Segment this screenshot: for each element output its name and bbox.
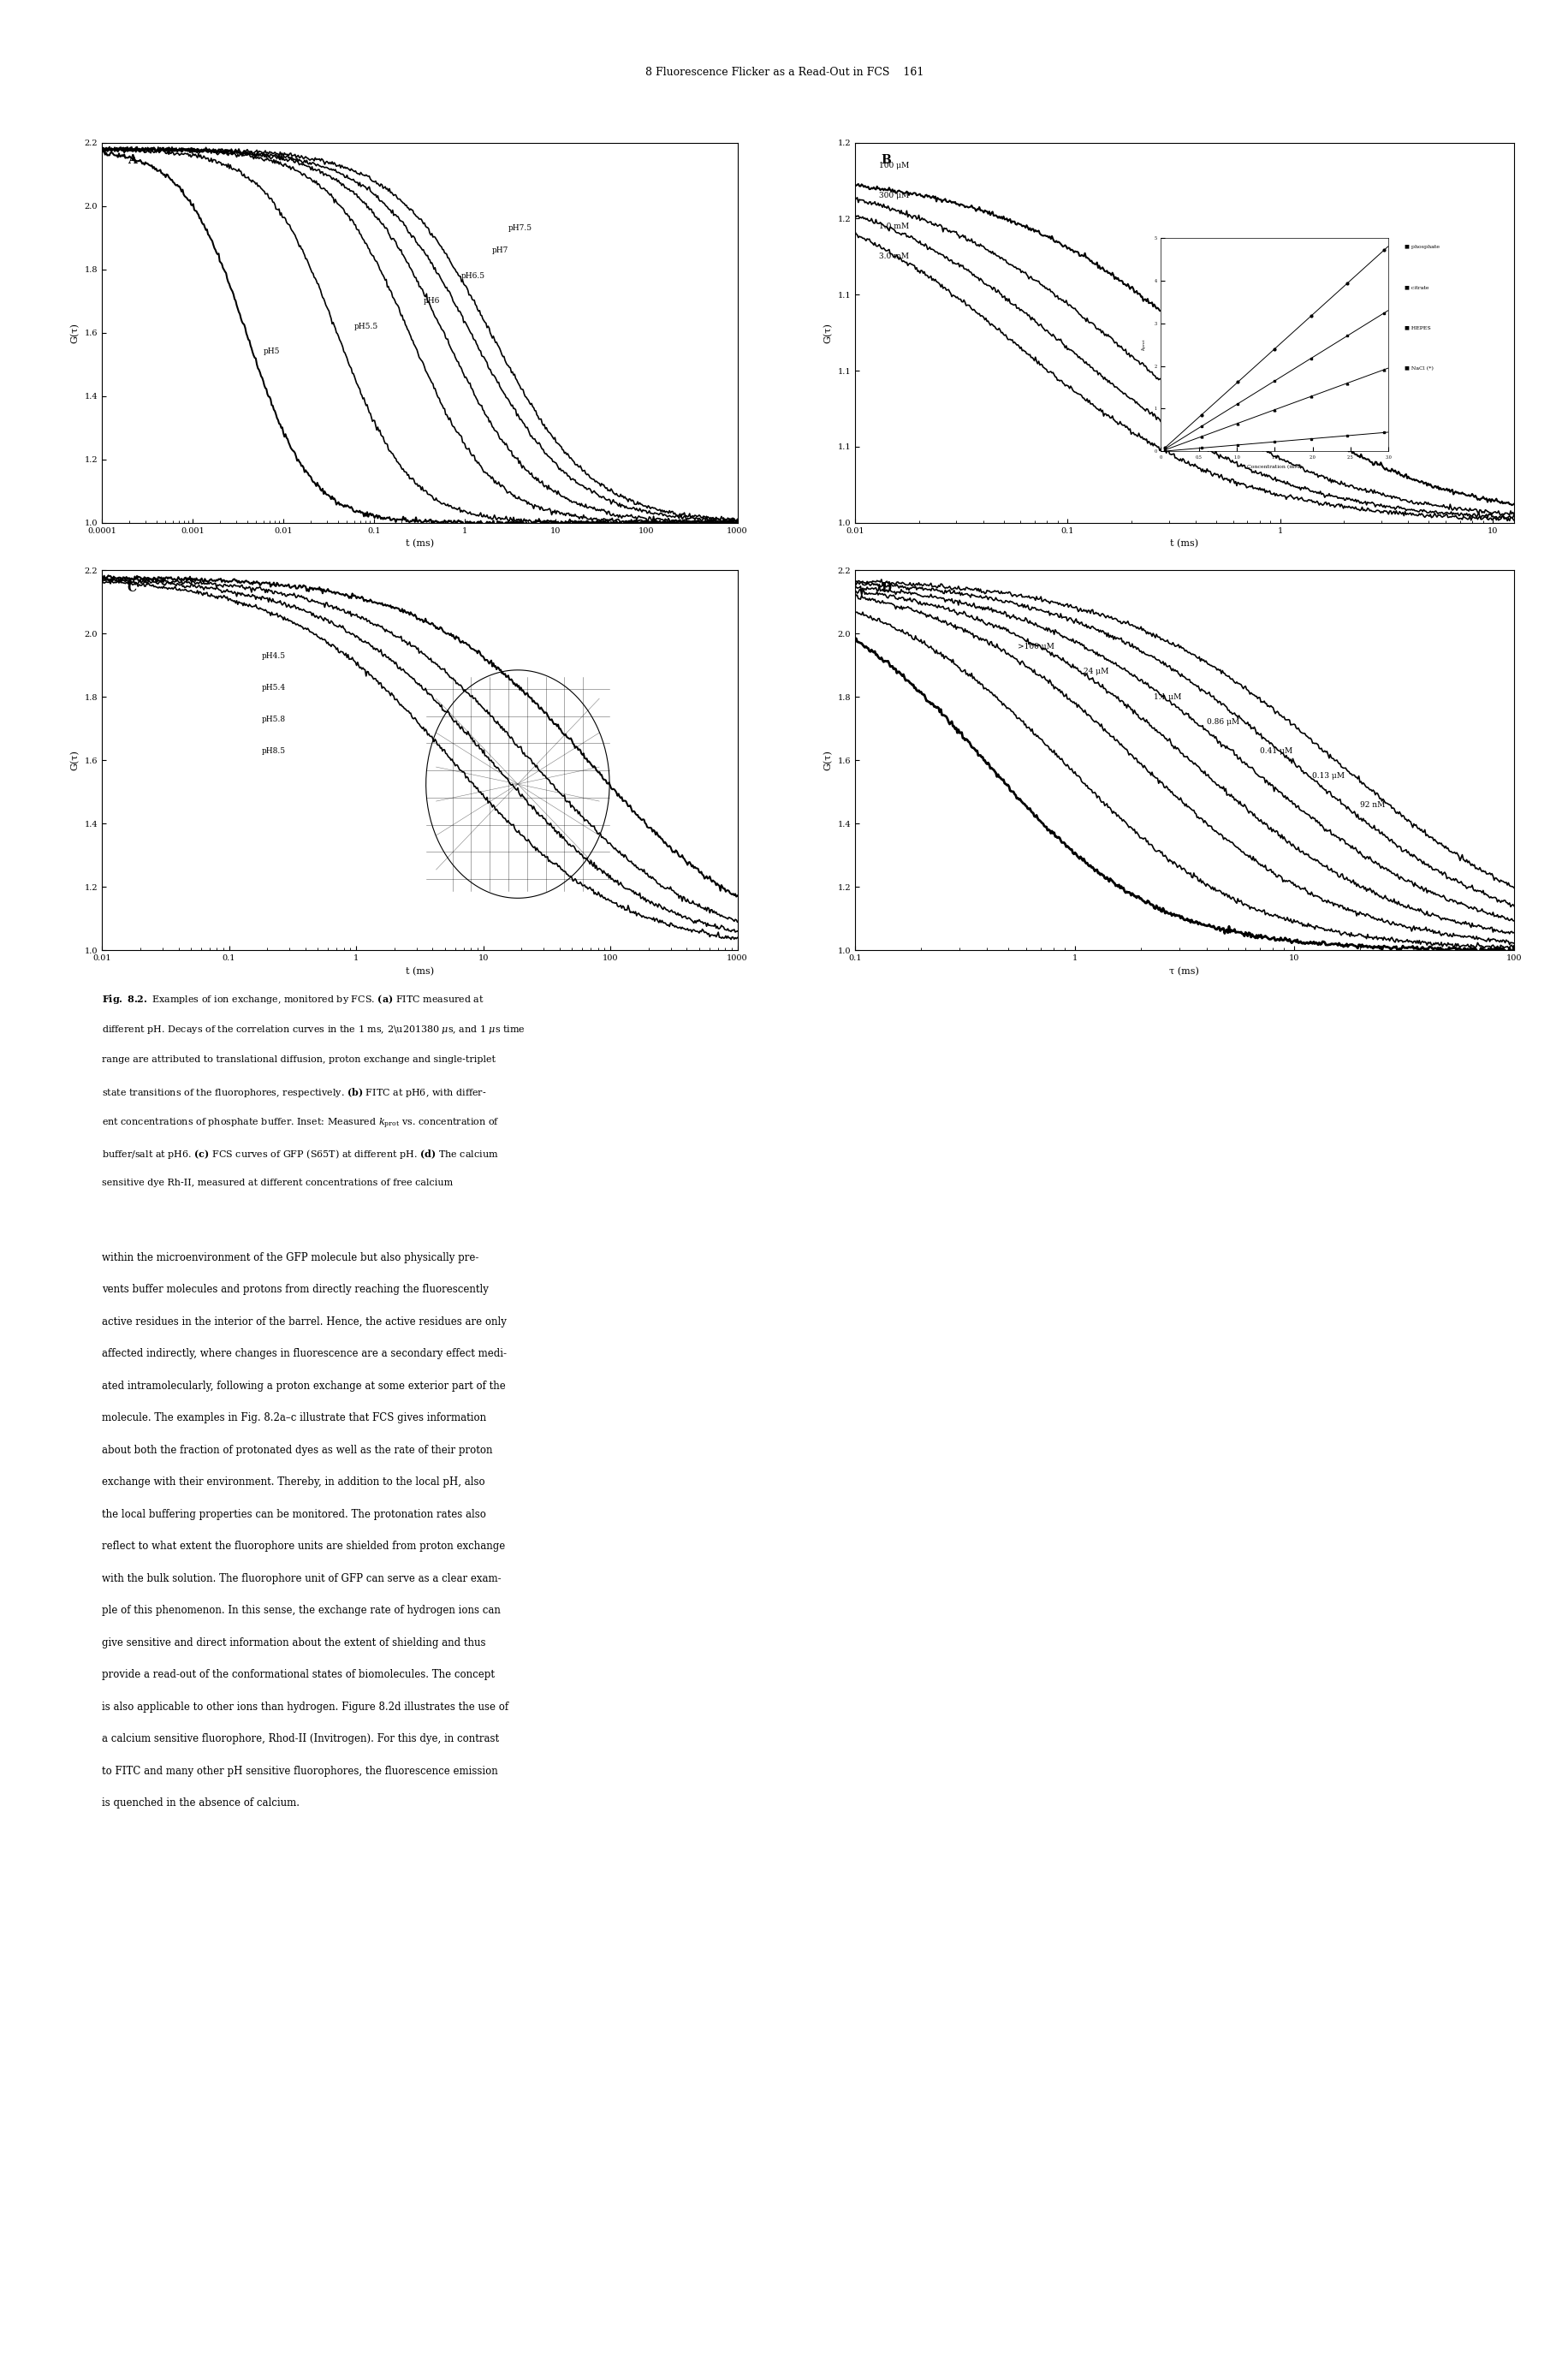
Text: $\mathbf{Fig.\ 8.2.}$ Examples of ion exchange, monitored by FCS. $\mathbf{(a)}$: $\mathbf{Fig.\ 8.2.}$ Examples of ion ex… [102,993,485,1005]
Text: pH5: pH5 [263,347,281,356]
Y-axis label: G(τ): G(τ) [823,751,833,770]
Text: ■ citrate: ■ citrate [1403,285,1428,290]
Text: D: D [881,582,891,594]
X-axis label: τ (ms): τ (ms) [1168,967,1200,977]
Text: with the bulk solution. The fluorophore unit of GFP can serve as a clear exam-: with the bulk solution. The fluorophore … [102,1573,502,1585]
X-axis label: t (ms): t (ms) [405,539,434,549]
Text: give sensitive and direct information about the extent of shielding and thus: give sensitive and direct information ab… [102,1637,486,1649]
Text: ■ NaCl (*): ■ NaCl (*) [1403,366,1432,371]
Text: 1.0 mM: 1.0 mM [878,223,909,230]
Text: C: C [127,582,136,594]
Text: 1.1 μM: 1.1 μM [1154,694,1181,701]
Text: 0.13 μM: 0.13 μM [1311,772,1344,779]
Text: range are attributed to translational diffusion, proton exchange and single-trip: range are attributed to translational di… [102,1055,495,1064]
Text: is also applicable to other ions than hydrogen. Figure 8.2d illustrates the use : is also applicable to other ions than hy… [102,1701,508,1713]
Text: ■ HEPES: ■ HEPES [1403,326,1430,330]
Text: 92 nM: 92 nM [1359,801,1385,808]
Text: ple of this phenomenon. In this sense, the exchange rate of hydrogen ions can: ple of this phenomenon. In this sense, t… [102,1606,500,1616]
Text: pH6.5: pH6.5 [461,271,485,280]
Y-axis label: $k_{prot}$: $k_{prot}$ [1140,337,1149,352]
Text: pH6: pH6 [423,297,441,304]
Text: ■ phosphate: ■ phosphate [1403,245,1438,249]
Text: 8 Fluorescence Flicker as a Read-Out in FCS    161: 8 Fluorescence Flicker as a Read-Out in … [644,67,924,78]
Text: 0.86 μM: 0.86 μM [1206,718,1239,727]
Text: different pH. Decays of the correlation curves in the 1 ms, 2\u201380 $\mu$s, an: different pH. Decays of the correlation … [102,1024,525,1036]
Text: 3.0 mM: 3.0 mM [878,252,909,261]
Text: state transitions of the fluorophores, respectively. $\mathbf{(b)}$ FITC at pH6,: state transitions of the fluorophores, r… [102,1086,486,1098]
Text: provide a read-out of the conformational states of biomolecules. The concept: provide a read-out of the conformational… [102,1670,494,1680]
Text: within the microenvironment of the GFP molecule but also physically pre-: within the microenvironment of the GFP m… [102,1252,478,1264]
Text: 100 μM: 100 μM [878,162,909,169]
Text: pH5.8: pH5.8 [262,715,285,722]
Text: B: B [881,154,891,166]
Text: the local buffering properties can be monitored. The protonation rates also: the local buffering properties can be mo… [102,1509,486,1521]
Text: buffer/salt at pH6. $\mathbf{(c)}$ FCS curves of GFP (S65T) at different pH. $\m: buffer/salt at pH6. $\mathbf{(c)}$ FCS c… [102,1148,499,1159]
Text: pH4.5: pH4.5 [262,651,285,661]
X-axis label: Concentration (mM): Concentration (mM) [1247,466,1301,468]
Text: to FITC and many other pH sensitive fluorophores, the fluorescence emission: to FITC and many other pH sensitive fluo… [102,1765,497,1777]
Text: a calcium sensitive fluorophore, Rhod-II (Invitrogen). For this dye, in contrast: a calcium sensitive fluorophore, Rhod-II… [102,1734,499,1744]
Y-axis label: G(τ): G(τ) [71,751,80,770]
Text: is quenched in the absence of calcium.: is quenched in the absence of calcium. [102,1799,299,1808]
Text: ated intramolecularly, following a proton exchange at some exterior part of the: ated intramolecularly, following a proto… [102,1380,505,1392]
X-axis label: t (ms): t (ms) [405,967,434,977]
Text: pH7: pH7 [492,247,508,254]
Text: A: A [127,154,136,166]
Text: sensitive dye Rh-II, measured at different concentrations of free calcium: sensitive dye Rh-II, measured at differe… [102,1178,453,1188]
Text: >100 μM: >100 μM [1018,642,1054,651]
Y-axis label: G(τ): G(τ) [71,323,80,342]
Text: vents buffer molecules and protons from directly reaching the fluorescently: vents buffer molecules and protons from … [102,1285,489,1295]
Text: pH8.5: pH8.5 [262,746,285,756]
Text: about both the fraction of protonated dyes as well as the rate of their proton: about both the fraction of protonated dy… [102,1445,492,1456]
Text: 0.41 μM: 0.41 μM [1259,746,1292,756]
Text: pH5.5: pH5.5 [354,323,378,330]
Text: pH7.5: pH7.5 [508,223,532,233]
Text: molecule. The examples in Fig. 8.2a–c illustrate that FCS gives information: molecule. The examples in Fig. 8.2a–c il… [102,1414,486,1423]
Text: ent concentrations of phosphate buffer. Inset: Measured $k_\mathrm{prot}$ vs. co: ent concentrations of phosphate buffer. … [102,1117,500,1131]
Y-axis label: G(τ): G(τ) [823,323,833,342]
Text: affected indirectly, where changes in fluorescence are a secondary effect medi-: affected indirectly, where changes in fl… [102,1350,506,1359]
Text: 24 μM: 24 μM [1083,668,1109,675]
Text: exchange with their environment. Thereby, in addition to the local pH, also: exchange with their environment. Thereby… [102,1478,485,1487]
Text: reflect to what extent the fluorophore units are shielded from proton exchange: reflect to what extent the fluorophore u… [102,1542,505,1552]
Text: active residues in the interior of the barrel. Hence, the active residues are on: active residues in the interior of the b… [102,1316,506,1328]
Text: pH5.4: pH5.4 [262,684,285,691]
Text: 300 μM: 300 μM [878,192,909,200]
X-axis label: t (ms): t (ms) [1170,539,1198,549]
